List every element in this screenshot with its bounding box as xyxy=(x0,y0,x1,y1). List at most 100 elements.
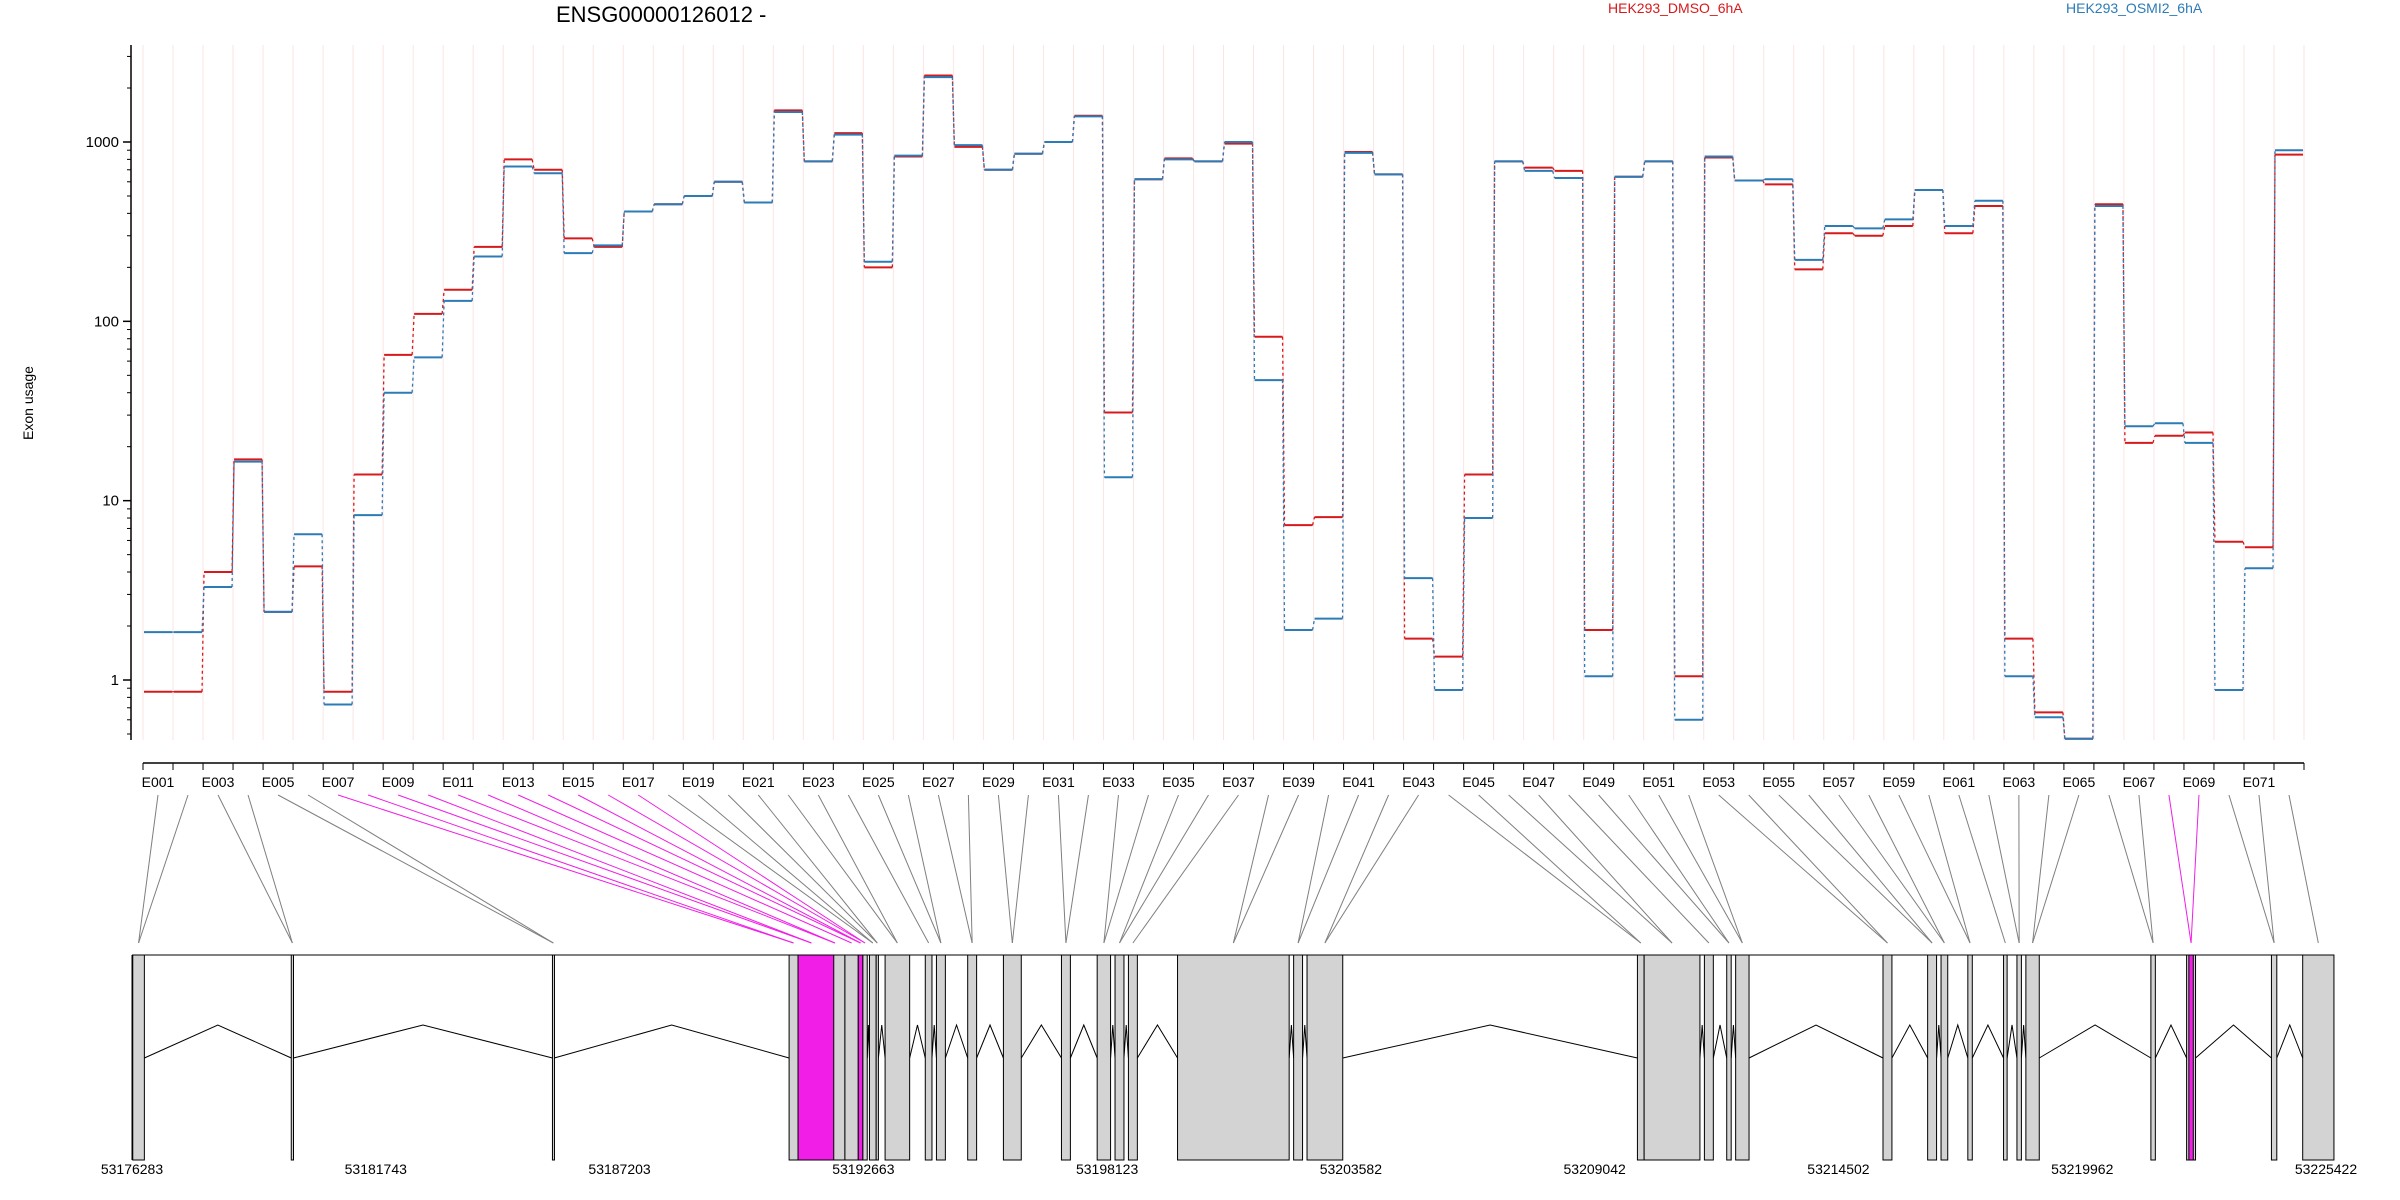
series-2-connector xyxy=(561,173,565,254)
exon-connector-line xyxy=(637,794,866,944)
series-2-connector xyxy=(351,515,355,705)
x-tick-label: E021 xyxy=(742,774,775,790)
exon-rect xyxy=(1967,954,1973,1161)
highlighted-exon-rect xyxy=(797,954,835,1161)
series-2-connector xyxy=(1792,179,1796,260)
intron-chevron xyxy=(1971,1023,2004,1059)
intron-chevron xyxy=(976,1023,1004,1059)
exon-rect xyxy=(1927,954,1938,1161)
exon-rect xyxy=(1096,954,1112,1161)
series-2-connector xyxy=(1011,153,1016,170)
exon-rect xyxy=(1177,954,1290,1161)
series-2-connector xyxy=(291,534,295,612)
exon-rect xyxy=(2270,954,2278,1161)
x-tick-label: E035 xyxy=(1162,774,1195,790)
series-1-connector xyxy=(1852,232,1856,237)
exon-connector-line xyxy=(667,794,874,944)
series-2-connector xyxy=(801,111,805,162)
intron-chevron xyxy=(2020,1024,2027,1059)
exon-connector-line xyxy=(1103,794,1149,944)
highlighted-exon-rect xyxy=(857,954,864,1161)
exon-connector-line xyxy=(1628,794,1730,944)
x-tick-label: E057 xyxy=(1822,774,1855,790)
exon-connector-line xyxy=(877,794,942,944)
intron-chevron xyxy=(1069,1023,1098,1059)
exon-connector-line xyxy=(337,794,794,944)
exon-connector-line xyxy=(1057,794,1067,944)
x-tick-label: E013 xyxy=(502,774,535,790)
y-tick-label: 1000 xyxy=(86,134,119,151)
x-tick-label: E039 xyxy=(1282,774,1315,790)
series-1-connector xyxy=(2122,204,2126,443)
exon-connector-line xyxy=(1065,794,1089,944)
x-tick-label: E061 xyxy=(1942,774,1975,790)
intron-chevron xyxy=(877,1024,886,1059)
series-2-connector xyxy=(831,134,835,162)
exon-rect xyxy=(862,954,868,1161)
exon-rect xyxy=(2302,954,2335,1161)
series-2-connector xyxy=(711,181,715,197)
y-axis: 1 10 100 1000 xyxy=(86,45,132,740)
exon-connector-line xyxy=(1838,794,1945,944)
exon-connector-line xyxy=(1748,794,1888,944)
exon-connector-line xyxy=(397,794,812,944)
intron-chevron xyxy=(1110,1024,1116,1059)
exon-connector-line xyxy=(2168,794,2192,944)
series-1-connector xyxy=(1882,225,1886,236)
series-2-connector xyxy=(981,145,986,170)
intron-chevron xyxy=(1730,1024,1737,1059)
series-1-connector xyxy=(1912,189,1916,227)
series-2-connector xyxy=(1041,141,1046,154)
series-2-connector xyxy=(1192,158,1195,162)
exon-connector-line xyxy=(307,794,554,944)
x-tick-label: E001 xyxy=(142,774,175,790)
exon-rect xyxy=(551,954,555,1161)
x-tick-label: E003 xyxy=(202,774,235,790)
exon-connector-line xyxy=(1478,794,1642,944)
series-2-connector xyxy=(1612,176,1616,677)
x-tick-label: E037 xyxy=(1222,774,1255,790)
series-2-connector xyxy=(1522,161,1526,172)
x-tick-label: E053 xyxy=(1702,774,1735,790)
x-tick-label: E017 xyxy=(622,774,655,790)
exon-rect xyxy=(2025,954,2040,1161)
exon-connector-line xyxy=(1103,794,1119,944)
intron-chevron xyxy=(1891,1023,1929,1059)
series-2-connector xyxy=(2242,568,2246,690)
exon-rect xyxy=(1127,954,1138,1161)
series-2-connector xyxy=(921,77,926,156)
y-tick-label: 1 xyxy=(111,672,119,689)
series-1-connector xyxy=(321,566,325,692)
x-tick-label: E043 xyxy=(1402,774,1435,790)
series-2-connector xyxy=(1762,178,1766,182)
exon-connector-line xyxy=(757,794,878,944)
exon-connector-line xyxy=(138,794,189,944)
intron-chevron xyxy=(293,1024,553,1059)
exon-connector-line xyxy=(2258,794,2275,944)
exon-connector-line xyxy=(1718,794,1888,944)
exon-connector-line xyxy=(727,794,878,944)
exon-rect xyxy=(1060,954,1071,1161)
series-2-connector xyxy=(1311,618,1316,631)
series-2-connector xyxy=(2092,205,2096,739)
intron-chevron xyxy=(2195,1024,2272,1059)
series-1-connector xyxy=(2032,638,2036,713)
series-1-connector xyxy=(201,572,205,692)
series-2-connector xyxy=(651,204,655,212)
x-tick-label: E063 xyxy=(2003,774,2036,790)
intron-chevron xyxy=(1936,1024,1942,1059)
exon-connector-line xyxy=(1988,794,2020,944)
intron-chevron xyxy=(2039,1024,2152,1059)
exon-connector-line xyxy=(2228,794,2275,944)
exon-rect xyxy=(2150,954,2156,1161)
series-1-connector xyxy=(411,313,415,355)
series-2-connector xyxy=(321,534,325,705)
series-2-connector xyxy=(2152,422,2156,427)
exon-connector-line xyxy=(697,794,874,944)
series-1-connector xyxy=(531,159,535,170)
legend-osmi: HEK293_OSMI2_6hA xyxy=(2066,0,2203,16)
exon-connector-line xyxy=(937,794,973,944)
exon-connector-line xyxy=(1119,794,1209,944)
exon-connector-line xyxy=(1324,794,1420,944)
